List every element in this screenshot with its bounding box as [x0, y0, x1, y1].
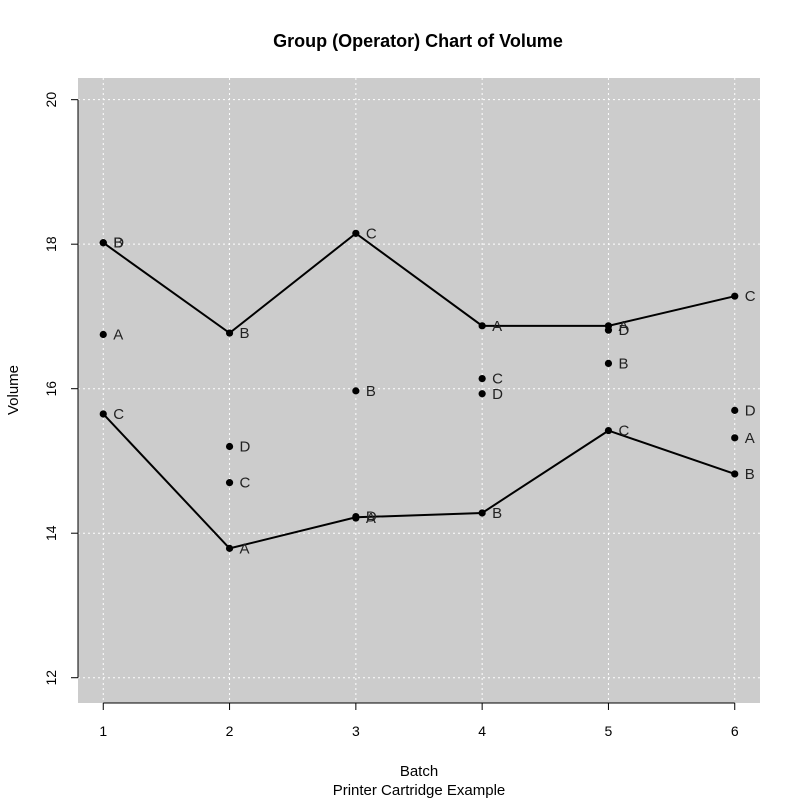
point-label: C	[618, 423, 629, 440]
point-label: C	[240, 475, 251, 492]
x-tick-label: 4	[478, 723, 486, 739]
data-point	[604, 326, 613, 334]
max-line	[102, 232, 735, 335]
data-point	[478, 374, 486, 383]
x-tick-label: 3	[352, 723, 360, 739]
point-label: A	[745, 430, 755, 447]
data-point	[731, 470, 739, 478]
data-point	[478, 509, 486, 517]
chart-title: Group (Operator) Chart of Volume	[273, 31, 563, 51]
point-label: C	[113, 406, 124, 423]
data-point	[731, 292, 739, 300]
x-axis-label: Batch	[400, 763, 438, 780]
point-label: A	[492, 318, 502, 335]
point-label: D	[618, 322, 629, 339]
point-label: D	[745, 402, 756, 419]
point-label: C	[745, 288, 756, 305]
y-axis-label: Volume	[5, 365, 22, 415]
grid	[78, 78, 760, 703]
data-point	[352, 229, 360, 237]
y-tick-label: 14	[43, 525, 59, 541]
data-point	[225, 479, 234, 487]
point-label: A	[618, 318, 628, 335]
point-label: D	[492, 386, 503, 403]
data-point	[731, 406, 739, 414]
data-point	[352, 387, 360, 395]
data-point	[352, 514, 360, 522]
point-label: C	[366, 225, 377, 242]
data-point	[478, 322, 486, 330]
point-label: B	[745, 466, 755, 483]
point-label: B	[492, 505, 502, 522]
point-label: A	[113, 327, 123, 344]
x-axis: 1 2 3 4 5 6	[99, 702, 739, 739]
data-point	[99, 239, 107, 247]
point-label: B	[366, 383, 376, 400]
point-label: A	[240, 540, 250, 557]
point-label: D	[113, 235, 124, 252]
min-line	[102, 413, 736, 550]
point-label: B	[113, 235, 123, 252]
y-axis: 12 14 16 18 20	[43, 92, 79, 686]
y-tick-label: 20	[43, 92, 59, 108]
x-tick-label: 2	[226, 723, 234, 739]
point-label: B	[240, 325, 250, 342]
point-label: D	[366, 509, 377, 526]
data-point	[225, 442, 234, 451]
x-tick-label: 5	[605, 723, 613, 739]
data-point	[604, 427, 613, 435]
y-tick-label: 16	[43, 381, 59, 397]
data-point	[225, 544, 234, 552]
data-point	[604, 359, 613, 368]
point-label: A	[366, 510, 376, 527]
chart-subtitle: Printer Cartridge Example	[333, 782, 506, 799]
y-tick-label: 18	[43, 236, 59, 252]
x-tick-label: 1	[99, 723, 107, 739]
series-lines	[102, 232, 736, 550]
point-label: C	[492, 371, 503, 388]
point-label: B	[618, 355, 628, 372]
data-point	[99, 410, 107, 418]
data-point	[731, 434, 739, 442]
x-tick-label: 6	[731, 723, 739, 739]
data-point	[99, 330, 107, 339]
y-tick-label: 12	[43, 670, 59, 686]
point-label: D	[240, 438, 251, 455]
plot-panel	[78, 78, 760, 703]
data-point	[478, 390, 486, 398]
data-point	[225, 329, 234, 337]
